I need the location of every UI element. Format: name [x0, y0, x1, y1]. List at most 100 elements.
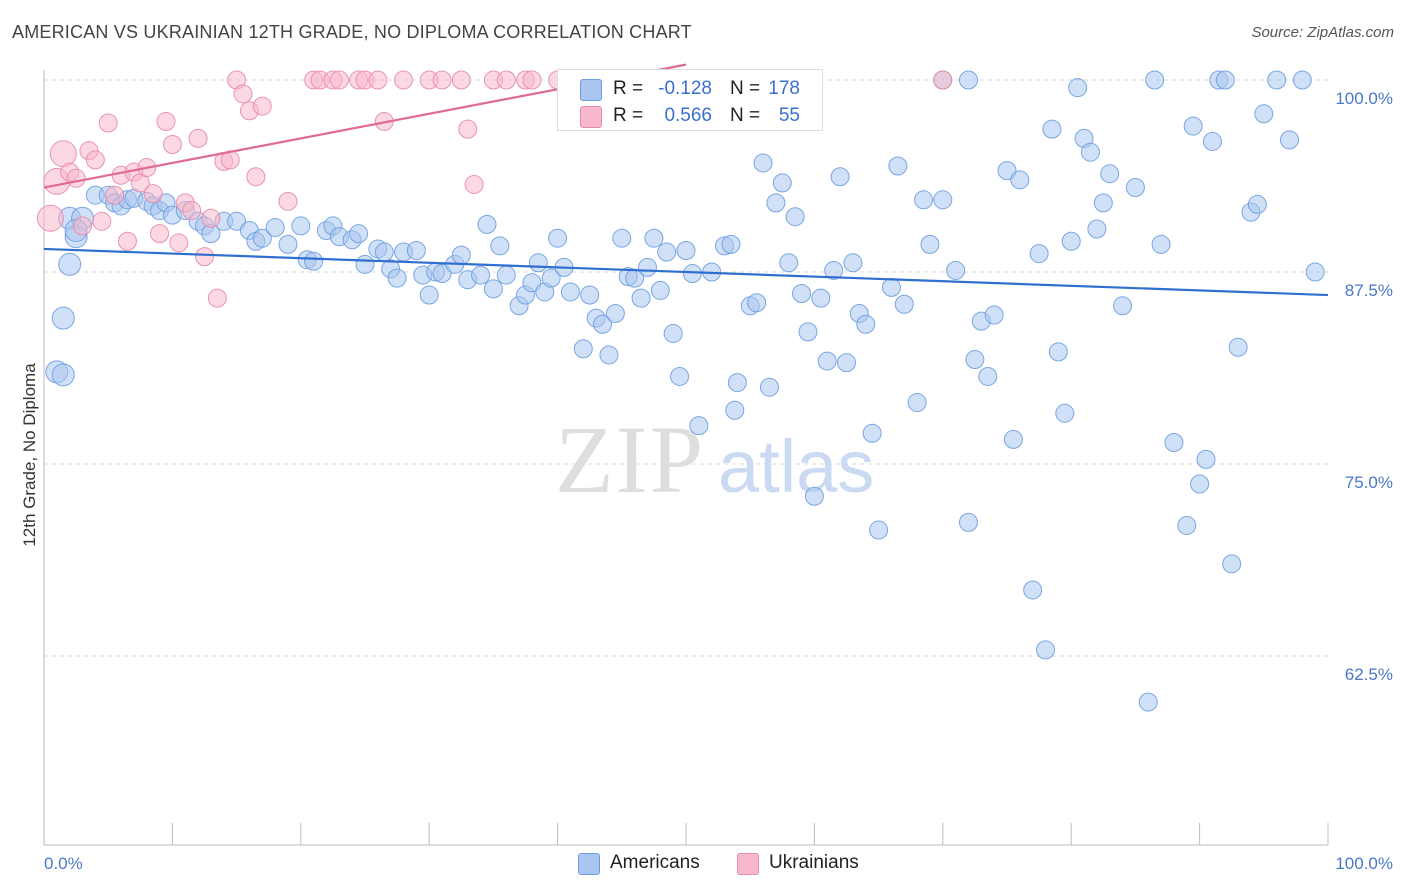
point-americans	[1145, 70, 1165, 90]
axes	[43, 70, 1329, 846]
point-americans	[837, 353, 856, 373]
point-americans	[1177, 515, 1197, 535]
series-ukrainians	[36, 70, 953, 308]
bottom-legend-label-americans: Americans	[610, 852, 700, 873]
point-ukrainians	[36, 204, 64, 232]
chart-title: AMERICAN VS UKRAINIAN 12TH GRADE, NO DIP…	[12, 22, 692, 42]
point-americans	[1215, 70, 1235, 90]
y-tick-label: 100.0%	[1335, 89, 1393, 108]
point-ukrainians	[496, 70, 516, 90]
legend-n-label: N =	[730, 78, 761, 99]
point-americans	[766, 193, 786, 213]
point-americans	[1048, 342, 1068, 362]
point-ukrainians	[195, 247, 214, 267]
legend-r-label: R =	[613, 105, 644, 126]
point-ukrainians	[98, 113, 118, 133]
legend-r-value: -0.128	[658, 78, 712, 99]
point-americans	[759, 377, 779, 397]
point-americans	[406, 240, 426, 260]
point-americans	[676, 240, 696, 260]
point-americans	[907, 393, 927, 413]
point-americans	[496, 265, 516, 285]
bottom-legend-swatch-ukrainians	[737, 853, 759, 875]
point-americans	[914, 190, 934, 210]
point-americans	[548, 228, 568, 248]
y-tick-labels: 100.0% 87.5% 75.0% 62.5%	[1335, 89, 1393, 684]
point-americans	[670, 366, 690, 386]
point-ukrainians	[522, 70, 542, 90]
point-ukrainians	[169, 233, 189, 253]
point-americans	[1003, 429, 1023, 449]
point-americans	[599, 345, 619, 365]
point-americans	[997, 161, 1017, 181]
point-americans	[843, 253, 863, 273]
point-ukrainians	[188, 128, 208, 148]
bottom-legend-swatch-americans	[578, 853, 600, 875]
point-americans	[432, 264, 452, 284]
point-americans	[573, 339, 593, 359]
point-ukrainians	[105, 185, 125, 205]
point-americans	[291, 216, 311, 236]
chart-source: Source: ZipAtlas.com	[1251, 24, 1394, 41]
point-americans	[958, 512, 978, 532]
point-americans	[631, 288, 651, 308]
point-americans	[869, 520, 889, 540]
legend-row-ukrainians: R = 0.566 N = 55	[558, 103, 822, 131]
point-americans	[1190, 474, 1210, 494]
point-americans	[1292, 70, 1312, 90]
point-americans	[387, 268, 407, 288]
y-tick-label: 62.5%	[1345, 665, 1393, 684]
x-tick-labels: 0.0% 100.0%	[44, 854, 1393, 873]
point-americans	[1055, 403, 1075, 423]
point-americans	[1113, 296, 1133, 316]
point-americans	[881, 277, 901, 297]
point-ukrainians	[66, 168, 86, 188]
point-americans	[689, 416, 709, 436]
point-ukrainians	[182, 201, 202, 221]
point-americans	[978, 366, 998, 386]
point-americans	[779, 253, 799, 273]
point-americans	[958, 70, 978, 90]
legend-r-label: R =	[613, 78, 644, 99]
point-americans	[1093, 193, 1113, 213]
x-tick-label: 0.0%	[44, 854, 83, 873]
point-ukrainians	[117, 231, 137, 251]
point-americans	[51, 306, 75, 330]
point-americans	[51, 363, 75, 387]
point-americans	[1125, 178, 1145, 198]
watermark-zip: ZIP	[555, 406, 705, 513]
point-americans	[1023, 580, 1043, 600]
point-americans	[593, 314, 613, 334]
legend-n-value: 55	[778, 105, 800, 126]
point-americans	[477, 214, 497, 234]
point-ukrainians	[464, 174, 484, 194]
point-ukrainians	[233, 84, 253, 104]
point-americans	[58, 252, 82, 276]
point-ukrainians	[246, 167, 266, 187]
point-americans	[725, 400, 745, 420]
point-ukrainians	[162, 135, 182, 155]
point-americans	[1010, 170, 1030, 190]
point-americans	[490, 236, 510, 256]
point-americans	[1279, 130, 1299, 150]
point-americans	[483, 279, 503, 299]
point-americans	[727, 373, 747, 393]
point-americans	[471, 265, 491, 285]
point-ukrainians	[329, 70, 349, 90]
point-americans	[1247, 194, 1267, 214]
point-ukrainians	[143, 184, 163, 204]
point-americans	[522, 273, 542, 293]
point-ukrainians	[432, 70, 452, 90]
point-americans	[605, 303, 625, 323]
point-americans	[817, 351, 837, 371]
watermark: ZIP atlas	[555, 406, 874, 513]
point-ukrainians	[85, 150, 105, 170]
point-americans	[804, 486, 824, 506]
point-ukrainians	[49, 140, 77, 168]
point-americans	[1061, 231, 1081, 251]
point-americans	[747, 293, 767, 313]
legend-n-label: N =	[730, 105, 761, 126]
point-americans	[888, 156, 908, 176]
point-americans	[355, 254, 375, 274]
